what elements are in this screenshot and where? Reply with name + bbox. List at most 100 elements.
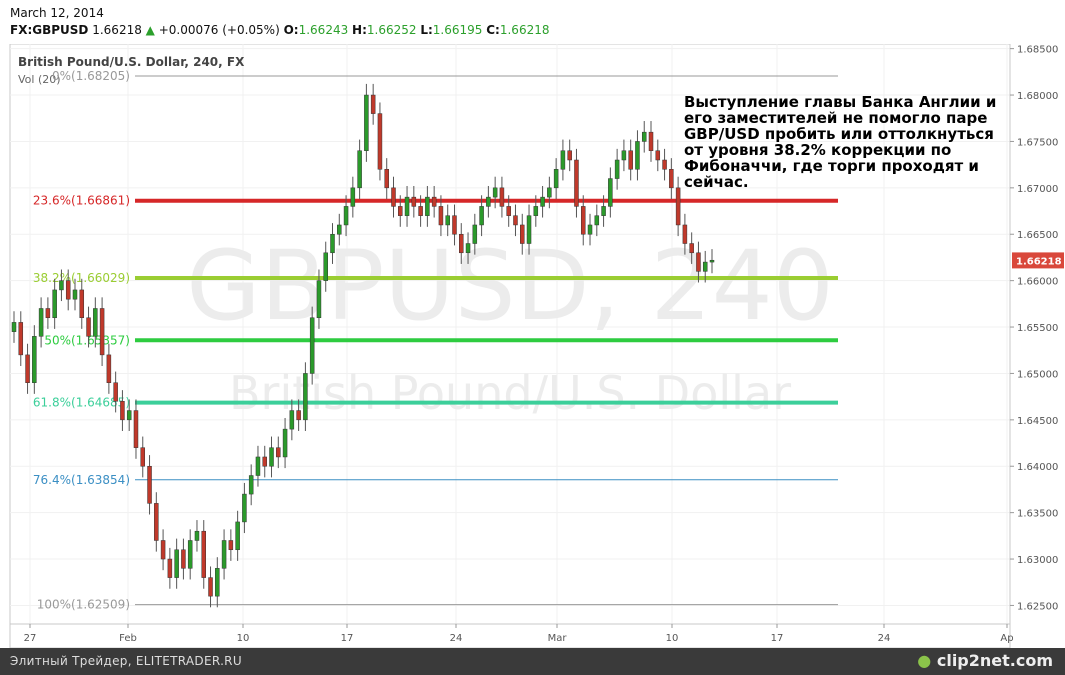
candle-body [99, 308, 105, 356]
candle-body [32, 336, 37, 383]
x-tick-label: Ap [1000, 633, 1013, 644]
candle-body [228, 540, 234, 551]
candle-body [459, 233, 464, 254]
fib-label: 61.8%(1.64685) [33, 396, 130, 410]
candle-body [133, 410, 139, 448]
candle-body [377, 113, 383, 170]
candle-body [65, 280, 71, 300]
candle-body [628, 150, 633, 170]
candle-body [269, 447, 274, 467]
candle-body [479, 206, 484, 226]
candle-body [641, 131, 647, 142]
symbol: FX:GBPUSD [10, 23, 89, 37]
candle-body [418, 206, 423, 216]
candle-body [425, 196, 430, 216]
x-tick-label: 10 [237, 633, 250, 644]
candle-body [255, 456, 261, 476]
candle-body [384, 169, 389, 189]
candle-body [235, 521, 240, 551]
candle-body [120, 401, 125, 421]
candle-body [682, 224, 688, 244]
candle-body [303, 373, 308, 421]
candle-body [560, 150, 566, 170]
candle-body [709, 259, 715, 263]
candle-body [601, 206, 606, 216]
candle-body [614, 159, 620, 179]
candle-body [533, 206, 539, 216]
candle-body [662, 159, 667, 170]
header-bar: March 12, 2014 FX:GBPUSD 1.66218 ▲ +0.00… [0, 0, 1065, 44]
y-tick-label: 1.63000 [1017, 555, 1058, 566]
candle-body [93, 308, 98, 337]
candle-body [154, 503, 159, 541]
clip2net-logo: ● clip2net.com [917, 651, 1053, 670]
y-axis: 1.68500 1.68000 1.67500 1.67000 1.66500 1.660… [1010, 45, 1058, 612]
fib-label: 76.4%(1.63854) [33, 473, 130, 487]
candle-body [689, 243, 694, 254]
candle-body [11, 322, 17, 332]
price-tag-box [1012, 252, 1064, 269]
candle-body [242, 493, 247, 523]
candle-body [580, 206, 586, 235]
open-value: 1.66243 [298, 23, 349, 37]
candle-body [553, 169, 559, 189]
price-tag-label: 1.66218 [1016, 256, 1062, 267]
candle-body [59, 280, 64, 291]
candle-body [594, 215, 600, 226]
candles [11, 83, 715, 608]
high-value: 1.66252 [366, 23, 417, 37]
candle-body [343, 206, 349, 226]
candle-body [323, 252, 328, 281]
candle-body [696, 252, 701, 272]
candle-body [540, 196, 545, 207]
candle-body [702, 261, 708, 272]
candle-body [452, 215, 457, 235]
candle-body [520, 224, 525, 244]
x-tick-label: 10 [666, 633, 679, 644]
price-tag: 1.66218 [1012, 252, 1064, 269]
candle-body [181, 549, 186, 569]
candle-body [289, 410, 295, 430]
candle-body [296, 410, 301, 421]
x-tick-label: 17 [341, 633, 354, 644]
candle-body [655, 150, 661, 161]
candle-body [215, 568, 220, 597]
x-tick-label: 24 [450, 633, 463, 644]
footer-bar: Элитный Трейдер, ELITETRADER.RU ● clip2n… [0, 648, 1065, 675]
price-chart[interactable]: GBPUSD, 240 British Pound/U.S. Dollar Br… [0, 44, 1065, 648]
x-tick-label: Feb [119, 633, 137, 644]
x-axis: 27 Feb 10 17 24 Mar 10 17 24 Ap [24, 624, 1014, 644]
candle-body [187, 540, 193, 569]
candle-body [208, 577, 213, 597]
fib-label: 23.6%(1.66861) [33, 194, 130, 208]
candle-body [431, 196, 437, 207]
candle-body [445, 215, 450, 226]
candle-body [635, 141, 640, 170]
grid [10, 44, 1010, 624]
candle-body [513, 215, 518, 226]
candle-body [86, 317, 91, 337]
annotation-text: Выступление главы Банка Англии и его зам… [684, 93, 997, 191]
candle-body [126, 410, 132, 421]
candle-body [350, 187, 356, 207]
candle-body [438, 206, 444, 226]
up-triangle-icon: ▲ [145, 23, 155, 37]
candle-body [201, 530, 206, 578]
candle-body [147, 465, 152, 504]
fib-label: 100%(1.62509) [37, 598, 130, 612]
y-tick-label: 1.63500 [1017, 509, 1058, 520]
candle-body [38, 308, 44, 337]
candle-body [567, 150, 572, 161]
candle-body [547, 187, 552, 198]
quote-line: FX:GBPUSD 1.66218 ▲ +0.00076 (+0.05%) O:… [10, 23, 549, 37]
logo-text: clip2net.com [936, 651, 1053, 670]
candle-body [648, 131, 654, 151]
high-label: H: [352, 23, 367, 37]
y-tick-label: 1.65500 [1017, 323, 1058, 334]
chart-date: March 12, 2014 [10, 6, 104, 20]
y-tick-label: 1.66000 [1017, 277, 1058, 288]
candle-body [370, 94, 376, 114]
y-tick-label: 1.68500 [1017, 45, 1058, 56]
footer-source: Элитный Трейдер, ELITETRADER.RU [10, 654, 242, 668]
candle-body [18, 322, 24, 356]
